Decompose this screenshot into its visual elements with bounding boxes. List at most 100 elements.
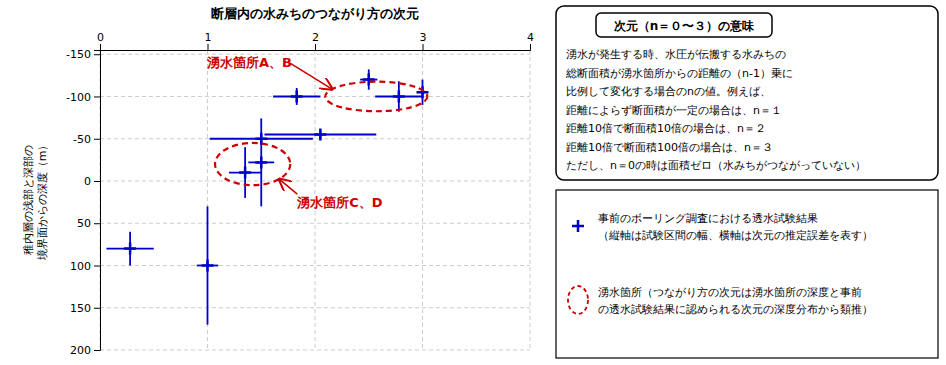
grid-line-y <box>100 96 530 97</box>
y-tick-mark <box>94 139 100 140</box>
y-axis: -150 -100 -50 0 50 100 150 200 <box>66 48 100 357</box>
y-tick-label: 50 <box>77 217 91 230</box>
x-tick-label: 2 <box>312 31 319 44</box>
point-group <box>273 88 320 105</box>
y-tick: -150 <box>66 48 100 61</box>
grid-line-y <box>100 223 530 224</box>
region-ellipse <box>325 82 427 112</box>
grid-line-y <box>100 307 530 308</box>
point-group <box>248 118 274 206</box>
marks <box>106 69 428 324</box>
point-group <box>229 147 261 198</box>
annotations: 湧水箇所A、B 湧水箇所C、D <box>206 55 383 210</box>
x-tick-label: 3 <box>420 31 427 44</box>
y-tick: 50 <box>77 217 100 230</box>
y-axis-title-line: 境界面からの深度（m） <box>36 140 49 262</box>
grid-line-y <box>100 350 530 351</box>
grid-line-y <box>100 265 530 266</box>
y-tick-label: 200 <box>70 344 91 357</box>
info-line: 距離10倍で断面積100倍の場合は、n＝３ <box>566 141 773 154</box>
info-box-frame <box>556 6 938 180</box>
point <box>255 156 267 168</box>
y-tick-mark <box>94 265 100 266</box>
grid-line-y <box>100 180 530 181</box>
legend-label: 湧水箇所（つながり方の次元は湧水箇所の深度と事前 <box>598 286 862 298</box>
region-ellipse <box>215 143 290 185</box>
y-tick-mark <box>94 350 100 351</box>
y-tick-label: 100 <box>70 260 91 273</box>
legend-symbol <box>568 286 588 314</box>
legend-label: 事前のボーリング調査における透水試験結果 <box>598 212 818 225</box>
grid-line-x <box>530 50 531 350</box>
y-tick-label: 150 <box>70 302 91 315</box>
x-tick-mark <box>530 44 531 50</box>
x-tick-label: 0 <box>97 31 104 44</box>
y-axis-title: 稚内層の浅部と深部の境界面からの深度（m） <box>22 140 49 262</box>
point <box>239 167 251 179</box>
legend-label: （縦軸は試験区間の幅、横軸は次元の推定誤差を表す） <box>598 229 873 242</box>
x-tick-label: 1 <box>205 31 212 44</box>
info-line: 距離によらず断面積が一定の場合は、n＝１ <box>566 104 782 117</box>
grid-line-y <box>100 138 530 139</box>
y-tick-mark <box>94 96 100 97</box>
point <box>314 129 326 141</box>
legend: 事前のボーリング調査における透水試験結果 （縦軸は試験区間の幅、横軸は次元の推定誤… <box>556 190 938 358</box>
info-line: 距離10倍で断面積10倍の場合は、n＝２ <box>566 122 766 135</box>
info-line: 比例して変化する場合のnの値。例えば、 <box>566 85 771 98</box>
info-line: ただし、n＝0の時は面積ゼロ（水みちがつながっていない） <box>566 159 866 172</box>
legend-label: の透水試験結果に認められる次元の深度分布から類推） <box>598 303 873 315</box>
x-tick-label: 4 <box>527 31 534 44</box>
y-tick-label: 0 <box>84 175 91 188</box>
info-title: 次元（n＝０〜３）の意味 <box>614 19 756 33</box>
chart-title: 断層内の水みちのつながり方の次元 <box>211 6 419 21</box>
y-tick-mark <box>94 181 100 182</box>
y-tick-mark <box>94 223 100 224</box>
grid-line-x <box>207 50 208 350</box>
y-tick: 0 <box>84 175 100 188</box>
y-axis-line <box>94 51 101 351</box>
annotation-arrow <box>279 179 297 194</box>
x-tick-mark <box>100 44 101 50</box>
x-tick-mark <box>423 44 424 50</box>
y-tick: 150 <box>70 302 100 315</box>
point <box>363 74 375 86</box>
y-tick-label: -150 <box>66 48 91 61</box>
y-tick-mark <box>94 308 100 309</box>
legend-symbol <box>572 220 584 232</box>
point <box>393 90 405 102</box>
grid-line-y <box>100 54 530 55</box>
legend-frame <box>556 190 938 358</box>
x-tick-mark <box>208 44 209 50</box>
point-group <box>417 80 429 105</box>
point <box>291 90 303 102</box>
annotation-label: 湧水箇所C、D <box>296 195 383 210</box>
y-tick: -100 <box>66 90 100 103</box>
x-tick-mark <box>315 44 316 50</box>
annotation-arrow <box>290 63 332 89</box>
y-tick-mark <box>94 54 100 55</box>
x-tick: 0 <box>97 31 104 50</box>
info-box: 次元（n＝０〜３）の意味湧水が発生する時、水圧が伝搬する水みちの総断面積が湧水箇… <box>556 6 938 180</box>
x-tick: 3 <box>420 31 427 50</box>
chart: 0 1 2 3 4 -150 -100 -50 0 50 100 150 200 断層内の水みちのつながり… <box>0 0 946 365</box>
point-group <box>264 129 376 141</box>
x-axis: 0 1 2 3 4 <box>97 31 534 51</box>
info-title-frame <box>596 13 772 37</box>
point <box>124 243 136 255</box>
x-tick: 2 <box>312 31 319 50</box>
info-line: 湧水が発生する時、水圧が伝搬する水みちの <box>566 48 786 61</box>
y-tick-label: -100 <box>66 90 91 103</box>
grid <box>100 50 530 350</box>
point-group <box>360 69 377 89</box>
x-axis-line <box>101 44 531 51</box>
point-group <box>197 206 219 324</box>
info-line: 総断面積が湧水箇所からの距離の（n-1）乗に <box>565 67 793 80</box>
x-tick: 4 <box>527 31 534 50</box>
y-tick-label: -50 <box>73 133 91 146</box>
y-tick: 100 <box>70 260 100 273</box>
annotation-label: 湧水箇所A、B <box>206 55 292 70</box>
y-tick: 200 <box>70 344 100 357</box>
point-group <box>106 232 153 266</box>
y-tick: -50 <box>73 133 100 146</box>
y-axis-title-line: 稚内層の浅部と深部の <box>22 145 35 255</box>
